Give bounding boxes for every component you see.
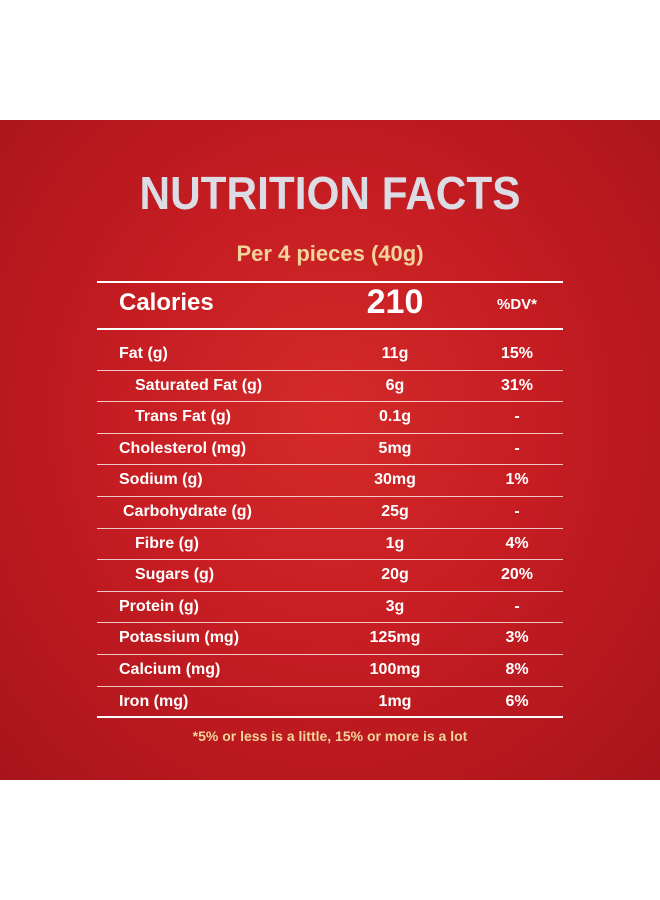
divider-calories (97, 328, 563, 330)
nutrient-amount: 20g (381, 566, 409, 584)
nutrient-label: Trans Fat (g) (135, 408, 232, 426)
nutrient-dv: - (514, 502, 520, 520)
nutrient-amount: 1mg (378, 692, 412, 710)
nutrient-row-fat: Fat (g) 11g 15% (97, 339, 563, 371)
nutrient-label: Cholesterol (mg) (119, 439, 247, 457)
nutrient-amount: 30mg (374, 471, 416, 489)
nutrient-label: Calcium (mg) (119, 660, 221, 678)
nutrient-row-iron: Iron (mg) 1mg 6% (97, 687, 563, 718)
nutrient-row-saturated-fat: Saturated Fat (g) 6g 31% (97, 371, 563, 403)
nutrient-row-calcium: Calcium (mg) 100mg 8% (97, 655, 563, 687)
nutrient-row-potassium: Potassium (mg) 125mg 3% (97, 623, 563, 655)
serving-size: Per 4 pieces (40g) (236, 241, 424, 266)
nutrition-facts-panel: NUTRITION FACTS Per 4 pieces (40g) Calor… (0, 120, 660, 780)
nutrient-amount: 0.1g (378, 408, 411, 426)
dv-footnote: *5% or less is a little, 15% or more is … (192, 728, 468, 744)
divider-top (97, 281, 563, 283)
nutrient-dv: 31% (500, 376, 534, 394)
nutrient-dv: - (514, 439, 520, 457)
nutrient-label: Protein (g) (119, 597, 199, 615)
nutrient-label: Fibre (g) (135, 534, 199, 552)
nutrient-label: Iron (mg) (119, 692, 189, 710)
nutrient-amount: 3g (385, 597, 405, 615)
nutrient-dv: - (514, 597, 520, 615)
nutrient-dv: 8% (505, 660, 529, 678)
nutrient-row-fibre: Fibre (g) 1g 4% (97, 529, 563, 561)
nutrient-label: Sodium (g) (119, 471, 203, 489)
nutrient-dv: 6% (505, 692, 529, 710)
nutrient-amount: 6g (385, 376, 405, 394)
calories-row: Calories 210 %DV* (97, 283, 563, 328)
nutrient-amount: 5mg (378, 439, 412, 457)
nutrient-label: Potassium (mg) (119, 629, 240, 647)
nutrient-dv: 20% (500, 566, 534, 584)
nutrient-row-protein: Protein (g) 3g - (97, 592, 563, 624)
calories-label: Calories (119, 289, 214, 316)
nutrient-amount: 1g (385, 534, 405, 552)
nutrient-dv: 1% (505, 471, 529, 489)
nutrient-row-carbohydrate: Carbohydrate (g) 25g - (97, 497, 563, 529)
nutrient-dv: 3% (505, 629, 529, 647)
nutrition-facts-title: NUTRITION FACTS (139, 167, 521, 219)
nutrient-row-sodium: Sodium (g) 30mg 1% (97, 465, 563, 497)
nutrient-row-sugars: Sugars (g) 20g 20% (97, 560, 563, 592)
nutrient-dv: 15% (500, 345, 534, 362)
nutrient-dv: - (514, 408, 520, 426)
nutrient-amount: 125mg (369, 629, 421, 647)
nutrient-amount: 25g (381, 502, 409, 520)
nutrient-label: Saturated Fat (g) (135, 376, 263, 394)
nutrient-label: Fat (g) (119, 345, 168, 362)
divider-bottom (97, 716, 563, 718)
nutrient-label: Sugars (g) (135, 566, 215, 584)
nutrient-amount: 11g (381, 345, 409, 362)
nutrient-row-trans-fat: Trans Fat (g) 0.1g - (97, 402, 563, 434)
calories-value: 210 (366, 283, 424, 321)
nutrient-row-cholesterol: Cholesterol (mg) 5mg - (97, 434, 563, 466)
nutrient-dv: 4% (505, 534, 529, 552)
dv-header: %DV* (496, 296, 537, 313)
nutrient-table: Fat (g) 11g 15% Saturated Fat (g) 6g 31%… (97, 339, 563, 717)
nutrient-amount: 100mg (369, 660, 421, 678)
nutrient-label: Carbohydrate (g) (123, 502, 252, 520)
